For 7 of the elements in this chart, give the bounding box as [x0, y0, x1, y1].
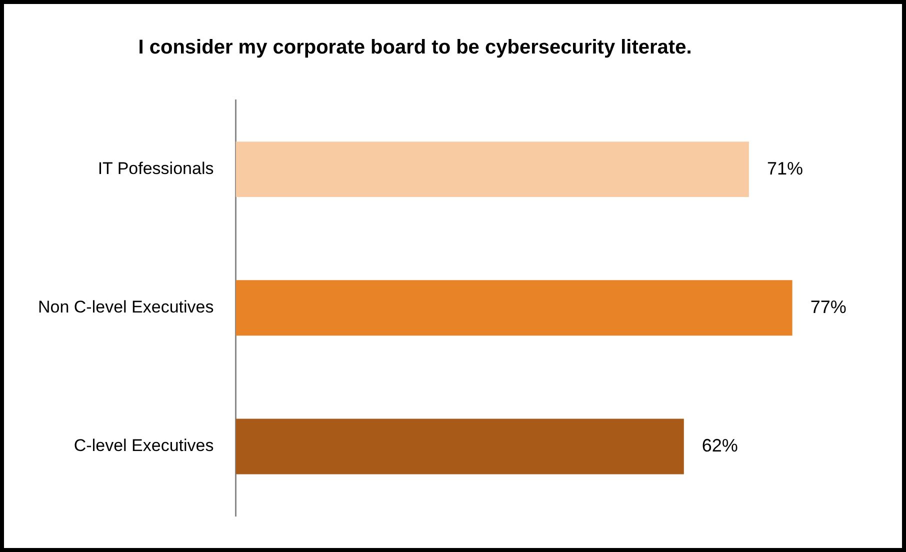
data-label: 77% — [810, 296, 846, 317]
y-tick-label: IT Pofessionals — [98, 158, 214, 178]
data-label: 71% — [766, 158, 803, 178]
chart-title: I consider my corporate board to be cybersecurity literate. — [138, 36, 692, 59]
data-label: 62% — [702, 435, 738, 456]
y-tick-label: Non C-level Executives — [38, 298, 214, 317]
y-tick-label: C-level Executives — [74, 436, 214, 456]
